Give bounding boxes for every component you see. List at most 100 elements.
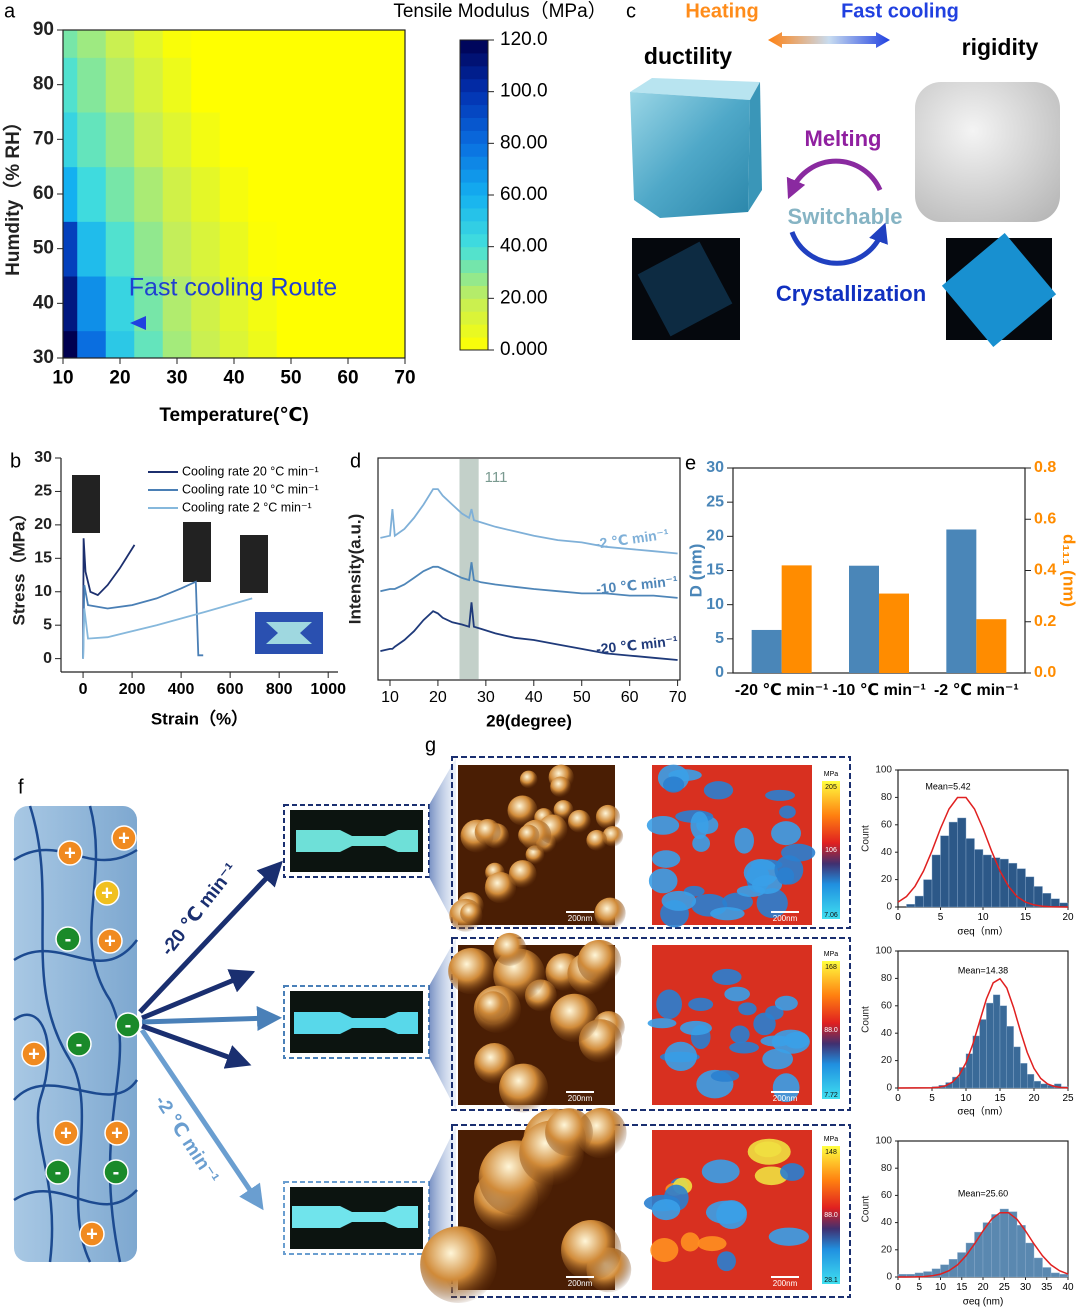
charge-sign: - [55,1161,62,1183]
charge-sign: + [104,930,116,952]
hist-bar [974,1231,984,1278]
domain [647,1018,677,1029]
heatmap-cell [162,166,192,222]
heatmap-cell [333,112,363,168]
colorbar-step [460,207,488,222]
heatmap-cell [333,30,363,58]
charge-sign: + [60,1122,72,1144]
colorbar-label: 168 [825,964,837,971]
heatmap-cell [134,330,164,358]
grain [550,776,571,798]
series-line [82,597,253,659]
heatmap-cell [162,57,192,113]
hist-bar [1008,1211,1018,1278]
domain [762,1048,794,1070]
y-tick-label: 20 [881,874,893,885]
heatmap-cell [390,221,405,277]
x-tick-label: 25 [999,1282,1011,1293]
bar [946,529,977,673]
hist-bar [1059,1274,1069,1278]
axes: 0 5 10 15 20 0 20 40 60 80 100 σeq（nm） Count [861,765,1074,938]
x-tick-label: 40 [1062,1282,1074,1293]
domain [779,805,796,819]
x-tick-label: -2 ℃ min⁻¹ [934,682,1019,699]
y-tick-label: 70 [33,128,54,149]
charge-sign: - [76,1033,83,1055]
charge [57,840,83,866]
y-tick-label: 30 [33,347,54,368]
heatmap-cell [162,30,192,58]
x-tick-label: 10 [52,367,73,388]
grain [586,829,608,851]
heatmap-cell [305,166,335,222]
scale-bar-label: 200nm [773,1279,798,1288]
hist-bar [1025,1242,1035,1278]
y-tick-label: 100 [875,946,892,957]
hist-bar [940,835,950,908]
heatmap-cell [390,276,405,332]
domain [650,1238,679,1263]
heatmap-cell [305,112,335,168]
colorbar-unit: MPa [824,1136,839,1143]
cube-front [630,92,750,218]
domain [703,781,734,800]
chains [13,805,139,1263]
series-line [380,562,678,599]
hist-bar [993,994,1001,1089]
domain [710,1070,740,1082]
heatmap-cell [63,57,78,113]
y-tick-label: 0 [886,902,892,913]
colorbar-step [460,259,488,273]
cube-side [748,82,762,212]
domain [661,890,697,911]
x-tick-label: 35 [1041,1282,1053,1293]
domain [774,995,798,1011]
heatmap-cell [191,57,221,113]
heatmap-cell [191,166,221,222]
y-tick-label: 20 [881,1244,893,1255]
charge-sign: + [101,882,113,904]
x-tick-label: 60 [337,367,358,388]
y-tick-label: 5 [43,616,52,633]
hist-bar [1033,1257,1043,1278]
arrow [141,969,256,1021]
colorbar-step [460,65,488,80]
grain [507,795,538,826]
x-tick-label: 20 [109,367,130,388]
y-tick-label: 20 [706,528,724,545]
crystallization-label: Crystallization [776,281,926,306]
scale-bar-label: 200nm [568,1094,593,1103]
x-tick-label: 800 [266,681,293,698]
hist-bar [1008,862,1018,908]
heatmap-cell [248,330,278,358]
heatmap-cell [362,276,392,332]
domain [781,843,816,862]
y2-tick-label: 0.4 [1034,562,1056,579]
rate-label: -20 ℃ min⁻¹ [157,859,242,960]
switchable-label: Switchable [788,204,903,229]
heatmap-cell [162,330,192,358]
heatmap-cell [390,166,405,222]
domain [738,1002,757,1016]
heatmap-cell [134,30,164,58]
x-tick-label: 50 [573,689,591,706]
y-tick-label: 40 [33,292,54,313]
colorbar-step [460,91,488,106]
hist-bar [999,1005,1007,1089]
axes: 0 5 10 15 20 25 30 35 40 0 20 40 60 80 100 σeq (nm) Coun… [861,1136,1074,1308]
x-tick-label: 15 [956,1282,968,1293]
heatmap-cell [362,112,392,168]
series-line [82,538,136,659]
y-tick-label: 60 [881,819,893,830]
x-tick-label: 50 [280,367,301,388]
hist-bar [931,854,941,908]
heatmap-cell [134,112,164,168]
y-tick-label: 50 [33,238,54,259]
heatmap-cell [390,330,405,358]
hist-bar [1033,886,1043,908]
film-bright [941,233,1057,347]
y-tick-label: 40 [881,1217,893,1228]
fit-curve [897,977,1069,1089]
domain [780,1163,805,1181]
